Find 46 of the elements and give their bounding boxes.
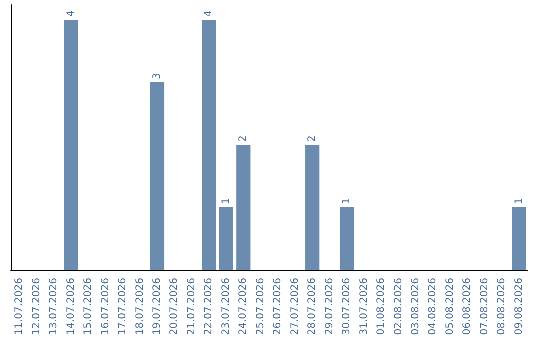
x-tick-label: 25.07.2026 [255, 278, 266, 336]
data-label: 1 [220, 198, 232, 204]
x-tick-label: 18.07.2026 [134, 278, 146, 336]
x-tick-label: 07.08.2026 [479, 278, 490, 336]
x-tick-label: 17.07.2026 [118, 278, 129, 336]
data-label: 3 [152, 73, 163, 80]
x-tick-label: 06.08.2026 [462, 278, 474, 336]
x-tick-label: 15.07.2026 [83, 278, 94, 336]
x-tick-label: 27.07.2026 [290, 278, 301, 336]
x-tick-label: 20.07.2026 [169, 278, 180, 336]
x-tick-label: 19.07.2026 [152, 278, 163, 336]
bar [150, 82, 165, 270]
bar [512, 208, 526, 270]
x-tick-label: 13.07.2026 [48, 278, 60, 336]
data-label: 2 [307, 136, 318, 142]
bar [64, 20, 78, 270]
bar [236, 145, 251, 270]
data-label: 2 [238, 136, 250, 142]
x-tick-label: 30.07.2026 [342, 278, 353, 336]
x-tick-label: 01.08.2026 [376, 278, 388, 336]
x-tick-label: 12.07.2026 [31, 278, 42, 336]
bar [340, 208, 354, 270]
x-tick-label: 22.07.2026 [204, 278, 215, 336]
x-tick-label: 31.07.2026 [358, 278, 370, 336]
x-tick-label: 05.08.2026 [444, 278, 456, 336]
data-label: 1 [342, 198, 353, 204]
x-tick-label: 29.07.2026 [324, 278, 336, 336]
x-tick-label: 24.07.2026 [238, 278, 250, 336]
x-tick-label: 08.08.2026 [496, 278, 508, 336]
x-tick-label: 23.07.2026 [220, 278, 232, 336]
data-label: 4 [66, 10, 77, 17]
x-tick-label: 11.07.2026 [14, 278, 26, 336]
bar [202, 20, 216, 270]
data-label: 4 [204, 10, 215, 17]
bar [306, 145, 320, 270]
x-tick-label: 28.07.2026 [307, 278, 318, 336]
x-tick-label: 09.08.2026 [514, 278, 525, 336]
x-tick-label: 02.08.2026 [393, 278, 404, 336]
x-tick-label: 16.07.2026 [100, 278, 112, 336]
data-label: 1 [514, 198, 525, 204]
bar [219, 208, 234, 270]
x-tick-label: 14.07.2026 [66, 278, 77, 336]
x-tick-label: 26.07.2026 [272, 278, 284, 336]
x-tick-label: 21.07.2026 [186, 278, 198, 336]
x-tick-label: 03.08.2026 [410, 278, 422, 336]
x-tick-label: 04.08.2026 [428, 278, 439, 336]
